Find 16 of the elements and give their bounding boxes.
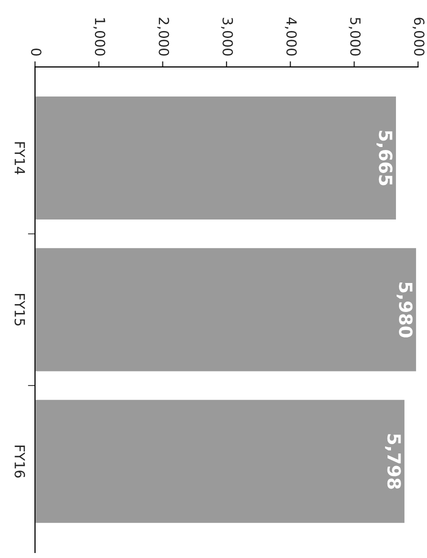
x-tick-label: 5,000 xyxy=(348,18,361,56)
x-tick-label: 6,000 xyxy=(412,18,425,56)
x-tick-label: 3,000 xyxy=(221,18,233,56)
data-label: 5,665 xyxy=(376,130,392,186)
y-tick-label: FY14 xyxy=(14,142,25,174)
y-tick-label: FY15 xyxy=(14,294,25,326)
data-label: 5,980 xyxy=(396,282,413,338)
bar xyxy=(35,246,418,373)
x-tick-label: 0 xyxy=(30,48,42,56)
data-label: 5,798 xyxy=(385,434,401,489)
x-tick-label: 4,000 xyxy=(284,17,297,56)
bar xyxy=(35,398,406,524)
y-tick-label: FY16 xyxy=(14,446,26,478)
bar xyxy=(35,95,398,221)
x-tick-label: 2,000 xyxy=(157,18,170,56)
x-tick-label: 1,000 xyxy=(93,18,106,56)
